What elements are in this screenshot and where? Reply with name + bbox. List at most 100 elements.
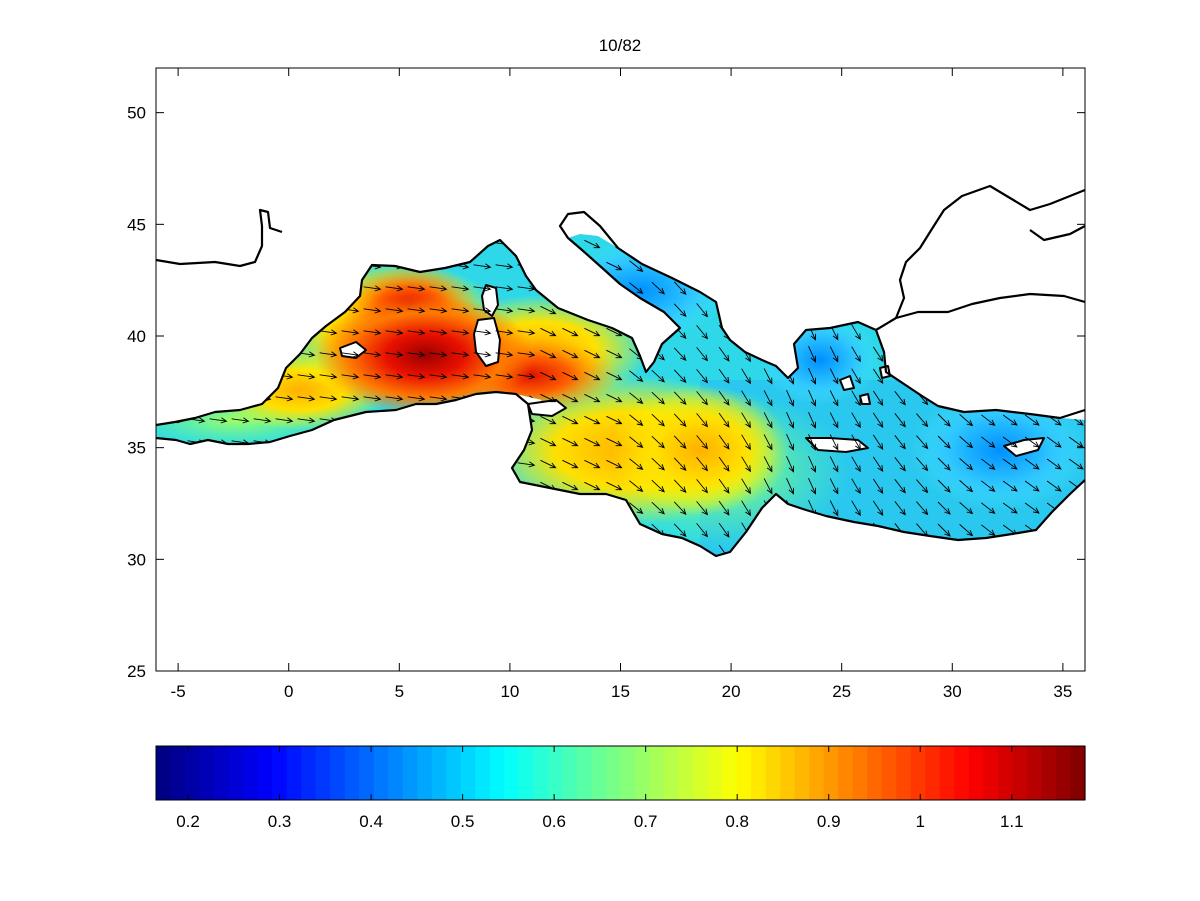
chart-title: 10/82 [599,36,642,55]
wind-arrow [894,435,906,450]
colorbar-cell [489,746,505,800]
wind-arrow [495,263,514,270]
wind-arrow [629,260,644,272]
map-axes: -5 0 5 10 15 20 25 30 35 25 30 35 40 45 50 [127,67,1086,701]
wind-arrow [741,412,751,429]
wind-arrow [872,500,884,516]
wind-arrow [319,373,338,380]
wind-arrow [629,502,644,514]
colorbar-cell [896,746,912,800]
wind-arrow [1024,436,1040,448]
wind-arrow [363,285,382,292]
wind-arrow [829,500,839,517]
wind-arrow [385,395,404,402]
colorbar-cell [925,746,941,800]
colorbar-cell [547,746,564,800]
wind-arrow [407,329,426,336]
wind-arrow [959,458,974,471]
balearics [339,341,367,359]
colorbar-cell [910,746,926,800]
wind-arrow [959,524,974,537]
wind-arrow [916,391,929,406]
colorbar-cell [605,746,622,800]
wind-arrow [1024,502,1040,514]
wind-arrow [696,523,709,538]
wind-arrow [741,478,751,495]
colorbar-cell [446,746,462,800]
colorbar-cell [1012,746,1028,800]
wind-arrow [517,373,536,380]
wind-arrow [629,414,644,426]
colorbar-cell [664,746,680,800]
y-axis: 25 30 35 40 45 50 [127,104,1085,681]
colorbar-cell [402,746,418,800]
wind-arrow [606,327,623,337]
wind-arrow [741,500,751,517]
wind-arrow [209,417,228,424]
wind-arrow [981,436,996,448]
y-tick-label: 25 [127,662,146,681]
colorbar-cell [388,746,404,800]
wind-arrow [851,368,861,385]
wind-arrow [540,305,557,315]
wind-arrow [829,368,839,385]
colorbar-cell [939,746,955,800]
wind-arrow [808,368,817,385]
wind-arrow [540,371,557,381]
colorbar-tick-label: 0.9 [817,812,841,831]
colorbar-cell [765,746,781,800]
colorbar-cell [315,746,331,800]
wind-arrow [473,373,492,380]
wind-arrow [385,285,404,292]
wind-arrow [341,395,360,402]
colorbar-cell [576,746,593,800]
wind-arrow [718,522,730,538]
wind-arrow [473,285,492,292]
north-africa-coast [156,390,1085,558]
wind-arrow [584,437,601,447]
wind-arrow [562,349,579,359]
colorbar-cell [272,746,288,800]
wind-arrow [851,346,861,363]
wind-arrow [808,434,817,451]
colorbar-cell [518,746,535,800]
wind-arrow [385,351,404,358]
wind-arrow [981,414,996,426]
wind-arrow [894,413,906,428]
wind-arrow [629,458,644,470]
colorbar-tick-label: 0.7 [634,812,658,831]
wind-arrow [786,412,795,429]
colorbar-tick-label: 1.1 [1000,812,1024,831]
wind-arrow [187,417,206,424]
wind-arrow [584,459,601,469]
wind-arrow [718,368,730,384]
wind-arrow [606,371,623,381]
wind-arrow [297,373,316,380]
colorbar-cell [678,746,694,800]
coastlines [156,184,1085,558]
wind-arrow [741,368,751,385]
wind-arrow [275,395,294,402]
x-tick-label: 20 [722,682,741,701]
wind-arrow [540,437,557,447]
wind-arrow [673,413,687,427]
wind-arrow [718,478,730,494]
x-tick-label: 25 [832,682,851,701]
wind-arrow [407,307,426,314]
wind-arrow [851,478,861,495]
colorbar-cell [1055,746,1072,800]
wind-arrow [981,480,996,492]
wind-arrow [429,373,448,380]
wind-arrow [606,261,623,271]
wind-arrow [473,351,492,358]
wind-arrow [1002,502,1018,514]
wind-arrow [808,412,817,429]
colorbar-cell [417,746,433,800]
colorbar-cell [997,746,1014,800]
x-tick-label: 10 [500,682,519,701]
wind-arrow [1002,458,1018,470]
y-tick-label: 45 [127,215,146,234]
wind-arrow [872,478,884,494]
wind-arrow [872,412,884,428]
